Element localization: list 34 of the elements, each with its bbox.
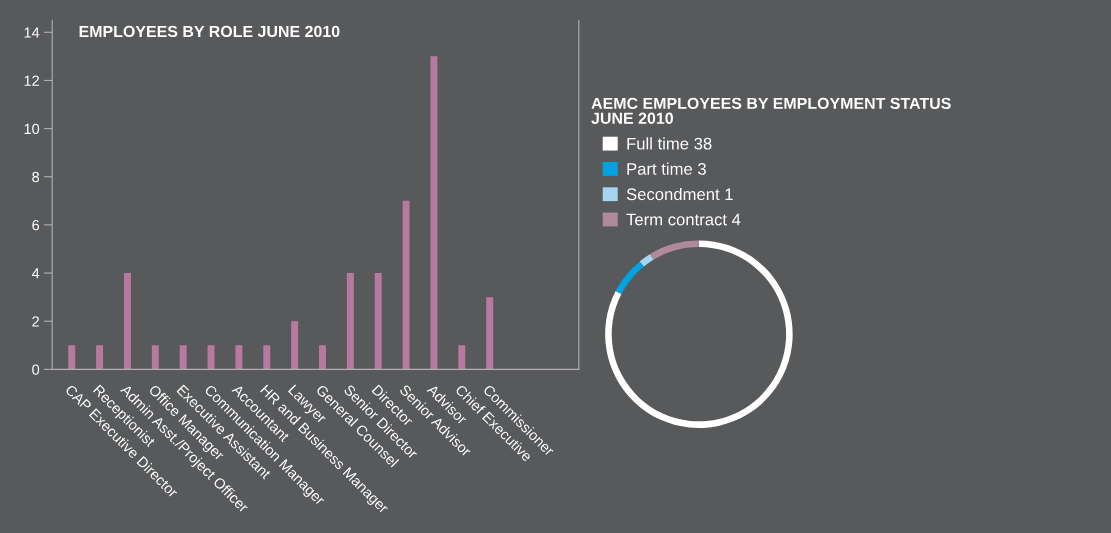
bar [263, 345, 271, 370]
bar [207, 345, 215, 370]
bar [402, 200, 410, 370]
bar [291, 321, 299, 370]
chart-title: AEMC EMPLOYEES BY EMPLOYMENT STATUS JUNE 2010 [591, 97, 951, 124]
y-tick-label: 12 [24, 75, 39, 86]
bar [235, 345, 243, 370]
bar [458, 345, 466, 370]
legend-label: Secondment 1 [626, 187, 733, 201]
bar [486, 297, 494, 370]
bar [430, 56, 438, 370]
bar [374, 273, 382, 370]
donut-slice [615, 261, 644, 295]
chart-title: EMPLOYEES BY ROLE JUNE 2010 [79, 25, 340, 38]
y-tick-label: 8 [32, 171, 40, 183]
y-tick-label: 6 [32, 220, 40, 231]
legend-label: Full time 38 [627, 137, 712, 150]
legend-label: Part time 3 [627, 162, 706, 175]
donut-slice [639, 254, 654, 267]
y-tick-label: 2 [32, 316, 39, 327]
bar [346, 273, 354, 370]
y-tick-label: 14 [24, 27, 40, 38]
bar [179, 345, 187, 370]
legend-label: Term contract 4 [626, 213, 741, 226]
y-tick-label: 10 [24, 123, 40, 135]
donut-slice [650, 240, 699, 260]
bar [123, 273, 131, 370]
y-tick-label: 4 [31, 268, 40, 279]
y-tick-label: 0 [32, 364, 40, 375]
bar [151, 345, 159, 370]
bar [96, 345, 104, 370]
donut-slice [605, 240, 793, 428]
bar [68, 345, 76, 370]
bar [319, 345, 326, 370]
